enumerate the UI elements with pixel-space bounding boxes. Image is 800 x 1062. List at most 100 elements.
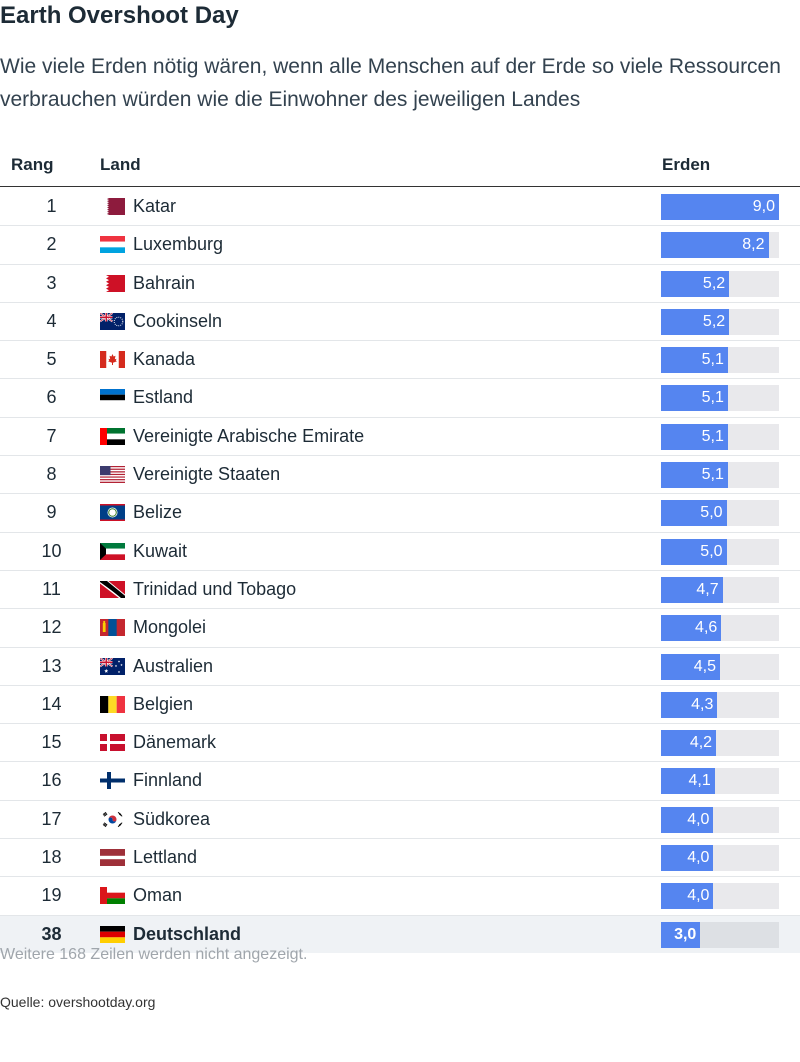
flag-mongolia-icon — [100, 619, 125, 637]
bar-value-label: 5,2 — [702, 312, 726, 330]
country-cell: Belize — [133, 502, 183, 523]
bar: 4,0 — [661, 845, 714, 872]
bar-value-label: 5,1 — [701, 351, 724, 369]
flag-kuwait-icon — [100, 542, 125, 560]
bar: 5,1 — [661, 385, 728, 412]
bar: 5,0 — [661, 500, 727, 527]
bar-track: 4,1 — [661, 768, 779, 795]
bar-value-label: 5,1 — [701, 389, 724, 407]
flag-cook-islands-icon — [100, 312, 125, 330]
column-header-rank[interactable]: Rang — [11, 155, 54, 174]
bar-value-label: 4,0 — [687, 849, 710, 867]
flag-uae-icon — [100, 427, 125, 445]
table-row: 4 Cookinseln 5,2 — [0, 303, 800, 342]
country-cell: Bahrain — [133, 272, 196, 293]
bar-value-label: 3,0 — [674, 925, 697, 943]
country-cell: Cookinseln — [133, 310, 223, 331]
bar-track: 4,7 — [661, 576, 779, 603]
rank-cell: 7 — [46, 425, 57, 446]
bar: 4,5 — [661, 653, 720, 680]
flag-luxembourg-icon — [100, 236, 125, 254]
flag-oman-icon — [100, 887, 125, 905]
country-cell: Kuwait — [133, 540, 188, 561]
country-cell: Belgien — [133, 693, 194, 714]
bar: 3,0 — [661, 921, 701, 948]
table-row-highlighted: 38 Deutschland 3,0 — [0, 915, 800, 953]
bar: 5,2 — [661, 270, 730, 297]
bar-value-label: 5,1 — [701, 466, 724, 484]
bar: 8,2 — [661, 232, 769, 259]
table-row: 1 Katar 9,0 — [0, 188, 800, 227]
table-row: 13 Australien 4,5 — [0, 648, 800, 686]
bar-value-label: 8,2 — [742, 236, 765, 254]
country-cell: Katar — [133, 196, 177, 216]
rank-cell: 13 — [41, 655, 62, 676]
rank-cell: 17 — [41, 808, 62, 829]
bar: 4,6 — [661, 615, 722, 642]
bar: 9,0 — [661, 194, 779, 220]
table-row: 3 Bahrain 5,2 — [0, 265, 800, 303]
table-row: 11 Trinidad und Tobago 4,7 — [0, 571, 800, 610]
bar-track: 4,0 — [661, 806, 779, 833]
flag-belize-icon — [100, 504, 125, 522]
rank-cell: 4 — [46, 310, 57, 331]
source-note: Quelle: overshootday.org — [0, 994, 156, 1010]
country-cell: Luxemburg — [133, 234, 224, 255]
rank-cell: 2 — [46, 234, 57, 255]
country-cell: Südkorea — [133, 808, 211, 829]
rank-cell: 5 — [46, 349, 57, 370]
table-row: 2 Luxemburg 8,2 — [0, 226, 800, 265]
flag-denmark-icon — [100, 734, 125, 752]
country-cell: Oman — [133, 885, 183, 906]
bar-track: 5,0 — [661, 500, 779, 527]
flag-usa-icon — [100, 466, 125, 484]
table-row: 14 Belgien 4,3 — [0, 686, 800, 725]
country-cell: Finnland — [133, 770, 203, 791]
bar-value-label: 4,5 — [693, 657, 716, 675]
bar-track: 9,0 — [661, 194, 779, 220]
bar-value-label: 5,2 — [702, 274, 726, 292]
rank-cell: 14 — [41, 693, 62, 714]
bar-track: 4,2 — [661, 730, 779, 757]
table-row: 12 Mongolei 4,6 — [0, 609, 800, 648]
country-cell: Mongolei — [133, 617, 207, 638]
table-row: 16 Finnland 4,1 — [0, 762, 800, 801]
bar: 5,0 — [661, 538, 727, 565]
country-cell: Kanada — [133, 349, 196, 370]
bar-track: 8,2 — [661, 232, 779, 259]
country-cell: Vereinigte Arabische Emirate — [133, 425, 365, 446]
bar-track: 3,0 — [661, 921, 779, 948]
flag-trinidad-tobago-icon — [100, 580, 125, 598]
flag-bahrain-icon — [100, 274, 125, 292]
table-row: 15 Dänemark 4,2 — [0, 724, 800, 763]
bar-value-label: 4,2 — [689, 734, 713, 752]
rank-cell: 8 — [46, 464, 57, 485]
table-row: 10 Kuwait 5,0 — [0, 533, 800, 571]
table-row: 18 Lettland 4,0 — [0, 839, 800, 878]
column-header-country[interactable]: Land — [100, 155, 141, 174]
country-cell: Deutschland — [133, 923, 242, 944]
rank-cell: 3 — [46, 272, 57, 293]
flag-australia-icon — [100, 657, 125, 675]
rank-cell: 11 — [42, 578, 61, 599]
bar-value-label: 4,6 — [695, 619, 718, 637]
hidden-rows-note: Weitere 168 Zeilen werden nicht angezeig… — [0, 946, 308, 963]
bar: 4,2 — [661, 730, 717, 757]
table-row: 6 Estland 5,1 — [0, 379, 800, 418]
rank-cell: 38 — [41, 923, 62, 944]
bar-track: 4,0 — [661, 883, 779, 910]
column-header-value[interactable]: Erden — [662, 155, 711, 174]
bar-track: 5,2 — [661, 308, 779, 335]
chart-title: Earth Overshoot Day — [0, 2, 239, 29]
table-row: 8 Vereinigte Staaten 5,1 — [0, 456, 800, 495]
bar-value-label: 5,1 — [701, 427, 724, 445]
country-cell: Estland — [133, 387, 194, 408]
flag-belgium-icon — [100, 695, 125, 713]
bar: 4,7 — [661, 576, 723, 603]
flag-canada-icon — [100, 351, 125, 369]
rank-cell: 16 — [41, 770, 62, 791]
bar-track: 5,1 — [661, 347, 779, 374]
rank-cell: 6 — [46, 387, 57, 408]
bar: 5,1 — [661, 423, 728, 450]
bar: 5,2 — [661, 308, 730, 335]
